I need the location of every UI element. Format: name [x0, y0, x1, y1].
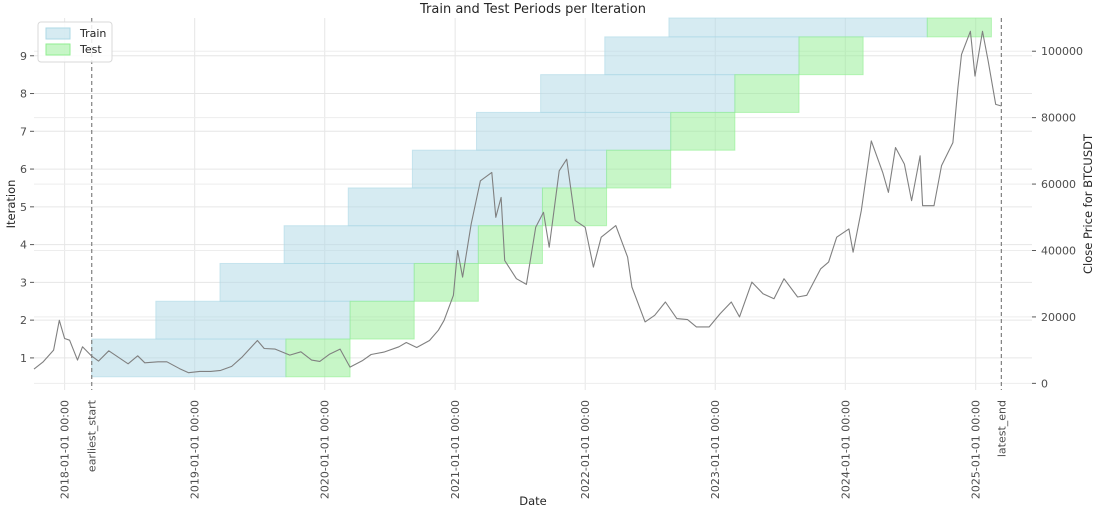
axes: 2018-01-01 00:00 2019-01-01 00:00 2020-01-… — [20, 45, 1083, 499]
x-tick-label: 2018-01-01 00:00 — [59, 400, 72, 499]
x-tick-label: 2020-01-01 00:00 — [319, 400, 332, 499]
legend-swatch-test — [45, 43, 71, 56]
y2-tick-label: 40000 — [1041, 245, 1076, 258]
train-period-7 — [476, 111, 672, 151]
y-tick-label: 1 — [20, 352, 27, 365]
test-period-8 — [734, 74, 800, 113]
x-tick-label: 2023-01-01 00:00 — [709, 400, 722, 499]
train-period-9 — [604, 36, 800, 76]
price-series — [33, 30, 1002, 374]
y2-tick-label: 100000 — [1041, 45, 1083, 58]
legend-label-train: Train — [79, 27, 106, 40]
period-markers: earliest_start latest_end — [86, 18, 1008, 472]
y2-tick-label: 60000 — [1041, 178, 1076, 191]
y2-tick-label: 0 — [1041, 377, 1048, 390]
y2-axis-title: Close Price for BTCUSDT — [1081, 133, 1095, 274]
marker-label-earliest_start: earliest_start — [86, 399, 99, 472]
x-tick-label: 2019-01-01 00:00 — [189, 400, 202, 499]
legend: Train Test — [37, 21, 113, 63]
test-period-7 — [670, 111, 736, 151]
train-period-8 — [540, 74, 736, 113]
y-tick-label: 9 — [20, 50, 27, 63]
test-period-1 — [285, 338, 351, 378]
marker-label-latest_end: latest_end — [995, 400, 1008, 457]
y-tick-label: 5 — [20, 201, 27, 214]
test-period-5 — [541, 187, 608, 227]
test-period-10 — [926, 17, 992, 38]
y-tick-label: 4 — [20, 239, 27, 252]
price-line — [33, 30, 1002, 374]
train-period-2 — [155, 300, 351, 340]
train-period-3 — [219, 262, 415, 302]
x-tick-label: 2022-01-01 00:00 — [579, 400, 592, 499]
y2-tick-label: 80000 — [1041, 112, 1076, 125]
test-period-9 — [798, 36, 864, 76]
y-axis-title: Iteration — [4, 180, 18, 229]
y-tick-label: 3 — [20, 276, 27, 289]
y-tick-label: 8 — [20, 88, 27, 101]
train-period-10 — [668, 17, 928, 38]
y2-tick-label: 20000 — [1041, 311, 1076, 324]
chart-title: Train and Test Periods per Iteration — [419, 2, 646, 17]
test-period-6 — [606, 149, 672, 189]
test-period-4 — [477, 225, 543, 264]
x-tick-label: 2024-01-01 00:00 — [839, 400, 852, 499]
train-period-4 — [283, 225, 479, 264]
train-periods — [91, 17, 928, 378]
y-tick-label: 7 — [20, 125, 27, 138]
train-period-1 — [91, 338, 287, 378]
test-period-3 — [413, 262, 479, 302]
y-tick-label: 6 — [20, 163, 27, 176]
y-tick-label: 2 — [20, 314, 27, 327]
train-period-5 — [347, 187, 543, 227]
x-axis-title: Date — [519, 494, 547, 508]
train-period-6 — [411, 149, 608, 189]
x-tick-label: 2025-01-01 00:00 — [970, 400, 983, 499]
legend-label-test: Test — [79, 43, 102, 56]
x-tick-label: 2021-01-01 00:00 — [449, 400, 462, 499]
test-periods — [285, 17, 992, 378]
legend-swatch-train — [45, 27, 71, 40]
test-period-2 — [349, 300, 415, 340]
